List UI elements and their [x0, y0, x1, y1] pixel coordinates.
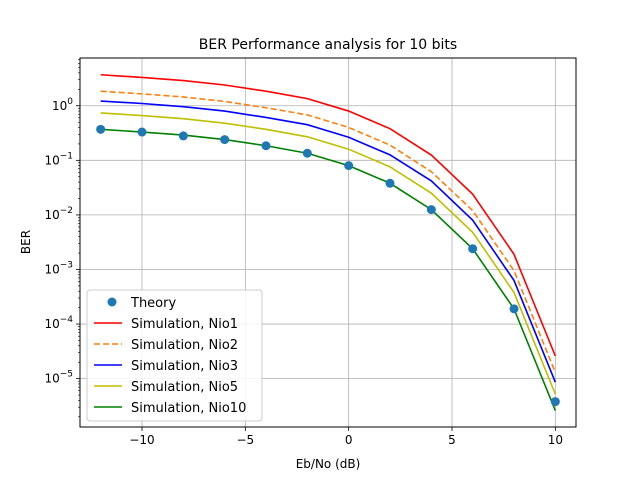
series-line-simulation-nio1	[100, 73, 557, 357]
theory-point	[426, 205, 436, 215]
legend-box	[86, 289, 263, 422]
theory-point	[302, 148, 312, 158]
x-tick-label: 5	[448, 433, 456, 447]
y-tick-label: 10−3	[44, 260, 73, 276]
theory-point	[137, 127, 147, 137]
x-tick-label: −10	[129, 433, 154, 447]
theory-point	[550, 397, 560, 407]
series-layer	[96, 73, 560, 411]
theory-point	[261, 141, 271, 151]
series-line-simulation-nio5	[100, 112, 557, 395]
x-axis-label: Eb/No (dB)	[296, 457, 361, 471]
theory-point	[178, 131, 188, 141]
legend-label: Theory	[130, 296, 176, 311]
legend-marker	[107, 297, 117, 307]
legend-label: Simulation, Nio10	[131, 401, 246, 416]
plot-frame	[79, 57, 577, 428]
grid	[80, 58, 576, 427]
series-line-simulation-nio10	[100, 128, 557, 411]
y-tick-label: 10−5	[44, 370, 73, 386]
legend-label: Simulation, Nio5	[131, 380, 238, 395]
y-tick-label: 10−1	[44, 151, 73, 167]
chart-title: BER Performance analysis for 10 bits	[199, 37, 457, 53]
x-tick-label: −5	[236, 433, 254, 447]
x-tick-label: 0	[345, 433, 353, 447]
theory-point	[468, 244, 478, 254]
y-axis-ticks: 10−5 10−4 10−3 10−2 10−1 100	[44, 59, 80, 418]
plot-area: −10 −5 0 5 10 10−5 10−4 10−3 10−2 10−1 100	[44, 57, 577, 447]
legend-label: Simulation, Nio2	[131, 338, 238, 353]
x-tick-label: 10	[548, 433, 563, 447]
y-tick-label: 10−4	[44, 315, 73, 331]
series-line-simulation-nio2	[100, 90, 557, 373]
theory-point	[509, 304, 519, 314]
y-tick-label: 100	[52, 97, 73, 113]
series-line-simulation-nio3	[100, 100, 557, 383]
theory-point	[344, 161, 354, 171]
theory-point	[96, 124, 106, 134]
legend-label: Simulation, Nio3	[131, 359, 238, 374]
legend-label: Simulation, Nio1	[131, 317, 238, 332]
x-axis-ticks: −10 −5 0 5 10	[129, 427, 563, 447]
theory-point	[220, 135, 230, 145]
theory-point	[385, 178, 395, 188]
legend: Theory Simulation, Nio1 Simulation, Nio2 Si…	[86, 289, 263, 422]
y-tick-label: 10−2	[44, 206, 73, 222]
y-axis-label: BER	[19, 230, 33, 254]
